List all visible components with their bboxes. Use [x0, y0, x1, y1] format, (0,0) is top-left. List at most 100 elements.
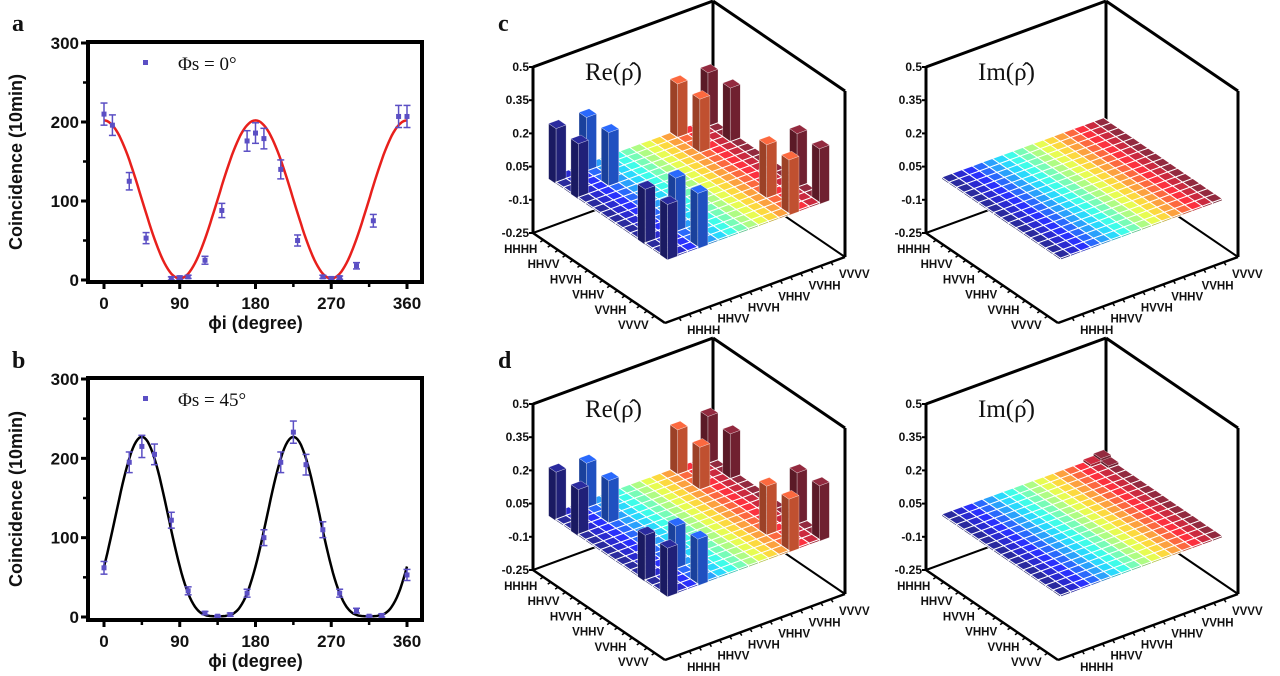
marker [295, 238, 301, 243]
x-axis-label: ϕi (degree) [208, 313, 303, 333]
data-point [125, 451, 133, 474]
row-basis-label: VVHH [987, 642, 1019, 654]
bar-top [690, 184, 709, 194]
bar-cell [637, 180, 656, 245]
bar-cell [600, 123, 620, 189]
data-point [353, 607, 360, 614]
z-tick-label: 0.5 [905, 397, 922, 411]
row-basis-label: HHVV [921, 259, 953, 271]
bar-side [699, 95, 711, 155]
bar-side [667, 200, 678, 261]
data-point [336, 588, 344, 598]
row-basis-label: HHHH [897, 244, 930, 256]
row-tick [628, 300, 633, 304]
z-tick-label: 0.5 [905, 60, 922, 74]
bar-cell [690, 184, 709, 249]
column-basis-label: VVVV [839, 606, 870, 618]
column-axis [664, 255, 846, 325]
data-point [403, 568, 411, 582]
bar-side [548, 466, 557, 522]
z-tick-label: -0.25 [502, 563, 530, 577]
data-point [167, 511, 175, 529]
data-point [277, 159, 285, 180]
row-tick [999, 621, 1004, 626]
marker [404, 572, 410, 578]
marker [396, 113, 402, 119]
bars [940, 449, 1224, 598]
panel-c-im-3d-plot: 0.50.350.20.05-0.1-0.25HHHHHHHHHHVVHHVVH… [895, 0, 1263, 337]
row-tick [614, 290, 618, 294]
z-tick-label: 0.5 [512, 397, 529, 411]
row-tick [1036, 310, 1041, 314]
row-tick [569, 596, 574, 600]
plot-frame [86, 376, 424, 622]
column-basis-label: VVVV [1232, 606, 1263, 618]
z-tick-label: -0.25 [895, 226, 923, 240]
marker [109, 122, 115, 128]
column-basis-label: HVVH [748, 640, 780, 652]
data-point [201, 255, 209, 265]
marker [101, 111, 107, 117]
x-tick-label: 180 [241, 632, 269, 651]
bar-side [669, 424, 678, 477]
row-tick [577, 264, 581, 268]
bar-cell [692, 438, 711, 492]
bar-cell [637, 526, 656, 582]
column-basis-label: HHVV [1110, 314, 1142, 326]
row-tick [599, 279, 604, 284]
row-tick [970, 264, 974, 268]
data-point [403, 104, 411, 129]
data-point [319, 521, 327, 539]
marker [253, 130, 258, 136]
bar-side [692, 441, 700, 492]
bar-side [690, 533, 698, 586]
box-edge [712, 0, 846, 93]
row-tick [984, 274, 989, 279]
panel-a-plot: 0 90 180 270 360 0 100 200 300 Φs = 0° ϕi (degree)… [6, 34, 424, 333]
row-tick [547, 244, 552, 248]
bar-top [669, 75, 688, 85]
row-tick [636, 305, 641, 309]
row-tick [947, 249, 952, 253]
matrix-title: Im(ρ̂) [978, 59, 1035, 86]
x-tick-label: 270 [317, 294, 345, 313]
column-tick [779, 280, 783, 285]
bar-side [722, 428, 731, 481]
matrix-title: Re(ρ̂) [585, 59, 642, 86]
row-tick [1021, 300, 1026, 304]
bar-cell [781, 490, 800, 553]
bar-top [600, 123, 620, 133]
row-tick [651, 315, 656, 319]
row-tick [554, 249, 559, 253]
row-basis-label: VHHV [965, 290, 997, 302]
z-tick-label: -0.1 [508, 530, 529, 544]
row-tick [591, 611, 596, 616]
bar-cell [548, 463, 567, 522]
row-tick [539, 576, 544, 580]
marker [177, 275, 183, 281]
marker [404, 113, 410, 119]
bar-side [766, 482, 777, 538]
data-point [260, 127, 268, 150]
bar-cell [758, 477, 778, 538]
marker [244, 138, 250, 144]
marker [337, 590, 343, 596]
data-point [108, 114, 116, 137]
bar-side [548, 123, 557, 185]
x-axis-label: ϕi (degree) [208, 651, 303, 671]
column-tick [810, 269, 814, 273]
z-tick-label: 0.2 [905, 463, 922, 477]
row-tick [606, 284, 611, 289]
bar-top [722, 79, 741, 89]
z-tick-label: 0.2 [512, 126, 529, 140]
bar-side [677, 80, 688, 140]
fit-curve [102, 435, 409, 618]
bar-cell [669, 420, 688, 477]
panel-d-im-3d-plot: 0.50.350.20.05-0.1-0.25HHHHHHHHHHVVHHVVH… [895, 336, 1263, 674]
bar-cell [659, 539, 678, 598]
bar-side [555, 124, 567, 185]
data-point [294, 234, 302, 247]
data-point [277, 451, 285, 474]
column-tick [718, 302, 723, 307]
